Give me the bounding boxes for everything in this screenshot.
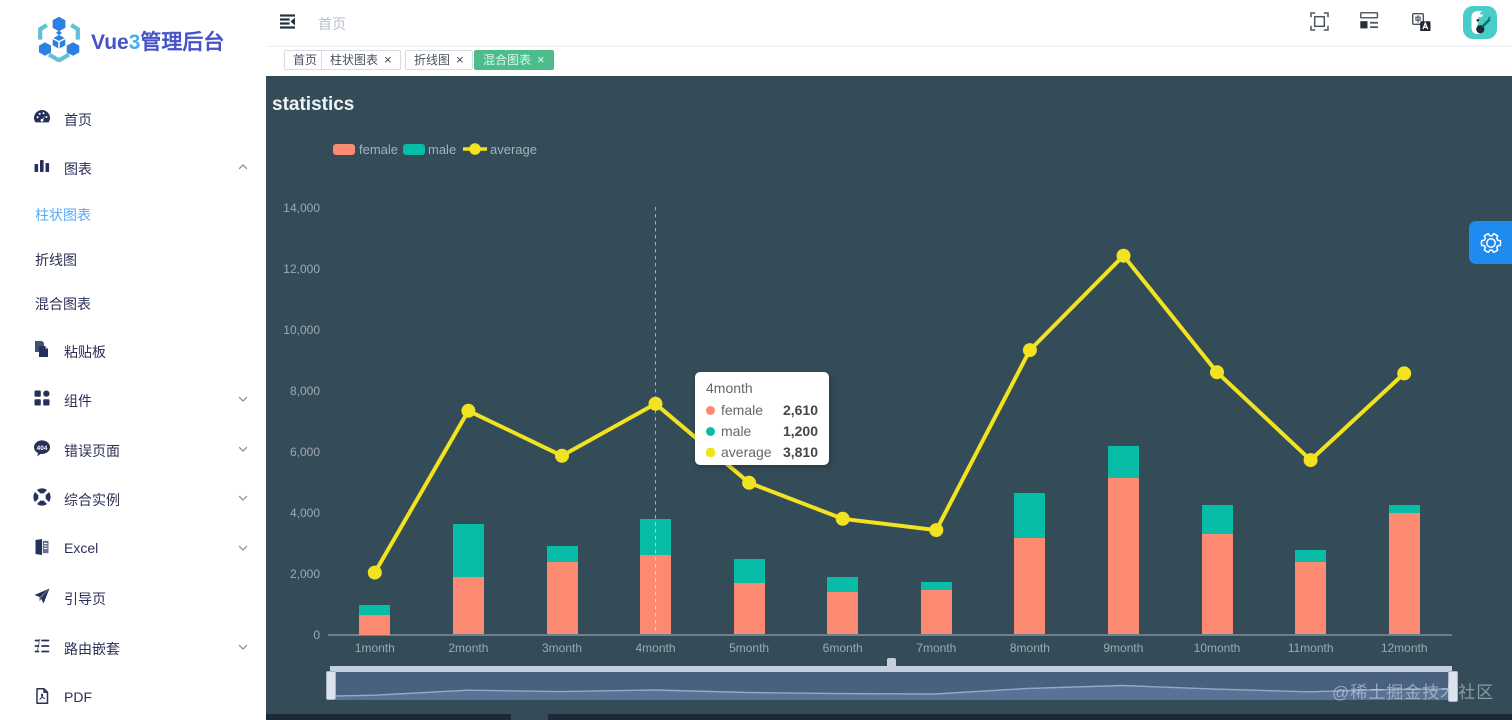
svg-text:404: 404 [37,444,48,451]
